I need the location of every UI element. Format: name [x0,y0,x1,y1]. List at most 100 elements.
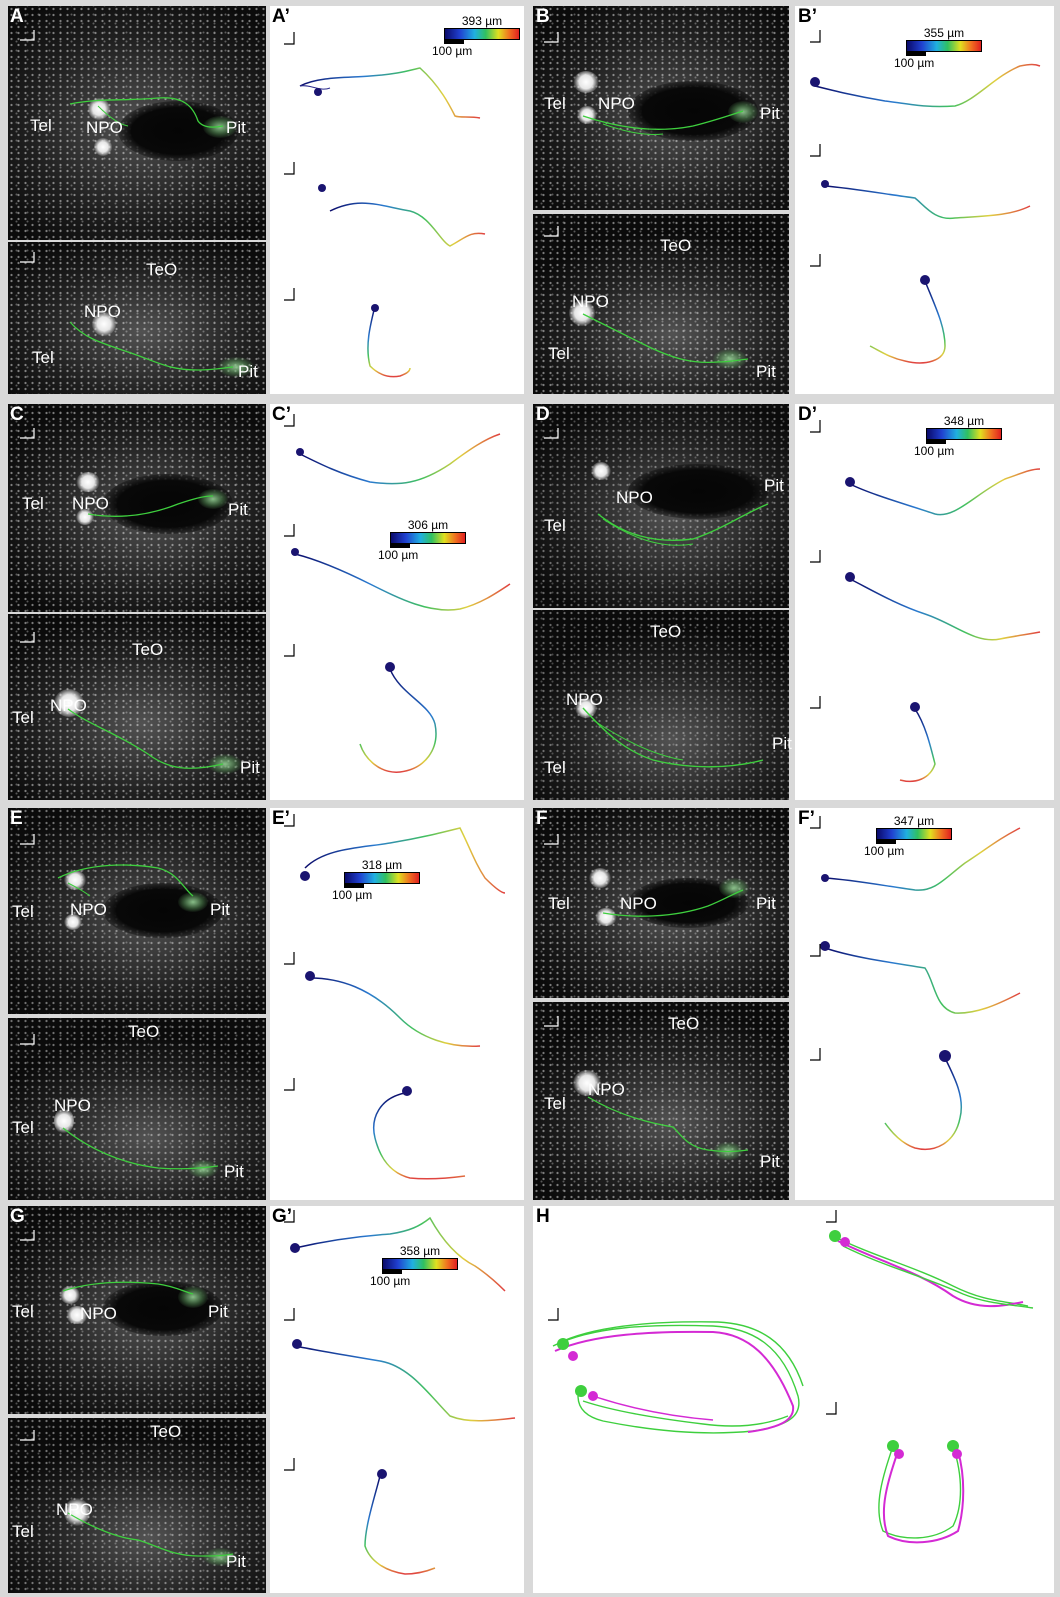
axis-indicator [16,26,42,52]
scale-bar-c: 306 µm 100 µm [378,518,466,562]
panel-label-e: E [10,808,23,829]
color-gradient-bar [906,40,982,52]
axis-indicator [16,1030,42,1056]
axis-indicator [16,1226,42,1252]
label-tel: Tel [544,94,566,113]
panel-e-dorsal-image [8,808,266,1014]
label-pit: Pit [238,362,258,381]
axis-indicator [280,1076,306,1102]
color-gradient-bar [926,428,1002,440]
total-length-label: 318 µm [361,858,403,872]
panel-g-dorsal-image [8,1206,266,1414]
label-pit: Pit [224,1162,244,1181]
label-teo: TeO [650,622,682,641]
label-npo: NPO [56,1500,93,1519]
axis-indicator [806,252,832,278]
label-tel: Tel [544,516,566,535]
label-npo: NPO [84,302,121,321]
label-npo: NPO [616,488,653,507]
color-gradient-bar [390,532,466,544]
axis-indicator [280,412,306,438]
color-gradient-bar [382,1258,458,1270]
axis-indicator [16,628,42,654]
scale-bar-e: 318 µm 100 µm [332,858,420,902]
panel-g-lateral-image [8,1418,266,1593]
label-pit: Pit [756,894,776,913]
label-teo: TeO [128,1022,160,1041]
axis-indicator [540,28,566,54]
panel-d-prime [795,404,1054,800]
panel-label-c: C [10,404,24,425]
panel-a-dorsal-image [8,6,266,240]
axis-indicator [280,160,306,186]
label-pit: Pit [756,362,776,381]
axis-indicator [806,142,832,168]
scale-bar-f: 347 µm 100 µm [864,814,952,858]
scale-bar-a: 393 µm 100 µm [432,14,520,58]
label-pit: Pit [760,1152,780,1171]
panel-label-f-prime: F’ [798,808,815,829]
scale-bar-d: 348 µm 100 µm [914,414,1002,458]
label-pit: Pit [772,734,792,753]
panel-label-d-prime: D’ [798,404,817,425]
axis-indicator [16,1426,42,1452]
label-pit: Pit [240,758,260,777]
panel-d-lateral-image [533,610,789,800]
axis-indicator [544,1306,570,1332]
total-length-label: 306 µm [407,518,449,532]
axis-indicator [540,830,566,856]
axis-indicator [806,418,832,444]
panel-b-lateral-image [533,214,789,394]
panel-c-dorsal-image [8,404,266,612]
label-tel: Tel [544,758,566,777]
panel-e-lateral-image [8,1018,266,1200]
panel-a-prime [270,6,524,394]
label-npo: NPO [620,894,657,913]
axis-indicator [280,286,306,312]
axis-indicator [540,1012,566,1038]
label-npo: NPO [588,1080,625,1099]
label-npo: NPO [572,292,609,311]
color-gradient-bar [876,828,952,840]
label-npo: NPO [598,94,635,113]
label-npo: NPO [54,1096,91,1115]
panel-label-g: G [10,1206,25,1227]
total-length-label: 355 µm [923,26,965,40]
axis-indicator [16,830,42,856]
axis-indicator [280,522,306,548]
label-npo: NPO [86,118,123,137]
scale-bar-b: 355 µm 100 µm [894,26,982,70]
label-pit: Pit [226,118,246,137]
label-tel: Tel [548,894,570,913]
label-teo: TeO [660,236,692,255]
panel-f-dorsal-image [533,808,789,998]
scale-unit-label: 100 µm [914,444,955,458]
axis-indicator [280,812,306,838]
axis-indicator [540,424,566,450]
total-length-label: 347 µm [893,814,935,828]
axis-indicator [822,1400,848,1426]
total-length-label: 348 µm [943,414,985,428]
scale-bar-g: 358 µm 100 µm [370,1244,458,1288]
axis-indicator [806,548,832,574]
scale-unit-label: 100 µm [370,1274,411,1288]
scale-unit-label: 100 µm [378,548,419,562]
panel-label-d: D [536,404,550,425]
panel-label-a-prime: A’ [272,6,290,27]
panel-d-dorsal-image [533,404,789,608]
label-teo: TeO [146,260,178,279]
axis-indicator [16,424,42,450]
color-gradient-bar [344,872,420,884]
scale-unit-label: 100 µm [432,44,473,58]
panel-label-a: A [10,6,24,27]
label-npo: NPO [80,1304,117,1323]
panel-f-lateral-image [533,1002,789,1200]
panel-a-lateral-image [8,242,266,394]
axis-indicator [280,30,306,56]
label-pit: Pit [210,900,230,919]
axis-indicator [806,1046,832,1072]
scale-unit-label: 100 µm [894,56,935,70]
label-tel: Tel [30,116,52,135]
axis-indicator [806,28,832,54]
label-tel: Tel [12,708,34,727]
